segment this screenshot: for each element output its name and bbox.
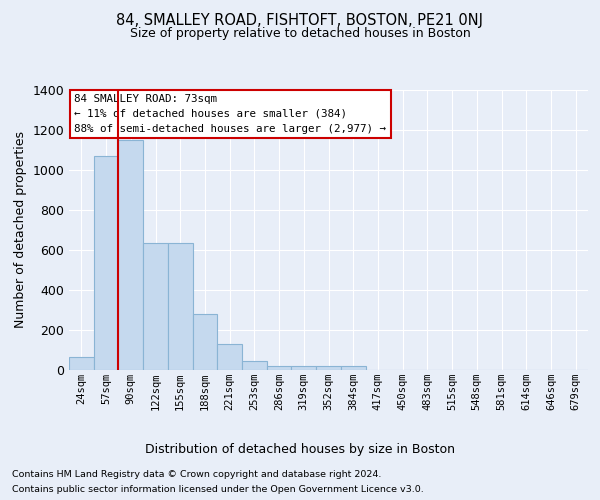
Bar [217, 344, 242, 370]
Text: Contains HM Land Registry data © Crown copyright and database right 2024.: Contains HM Land Registry data © Crown c… [12, 470, 382, 479]
Bar [193, 314, 217, 370]
Text: Contains public sector information licensed under the Open Government Licence v3: Contains public sector information licen… [12, 485, 424, 494]
Bar [242, 361, 267, 370]
Text: Size of property relative to detached houses in Boston: Size of property relative to detached ho… [130, 28, 470, 40]
Bar [118, 140, 143, 370]
Text: Distribution of detached houses by size in Boston: Distribution of detached houses by size … [145, 442, 455, 456]
Bar [267, 366, 292, 370]
Bar [168, 243, 193, 370]
Bar [94, 156, 118, 370]
Bar [341, 366, 365, 370]
Text: 84, SMALLEY ROAD, FISHTOFT, BOSTON, PE21 0NJ: 84, SMALLEY ROAD, FISHTOFT, BOSTON, PE21… [116, 12, 484, 28]
Bar [292, 366, 316, 370]
Bar [69, 357, 94, 370]
Bar [316, 366, 341, 370]
Text: 84 SMALLEY ROAD: 73sqm
← 11% of detached houses are smaller (384)
88% of semi-de: 84 SMALLEY ROAD: 73sqm ← 11% of detached… [74, 94, 386, 134]
Y-axis label: Number of detached properties: Number of detached properties [14, 132, 27, 328]
Bar [143, 243, 168, 370]
